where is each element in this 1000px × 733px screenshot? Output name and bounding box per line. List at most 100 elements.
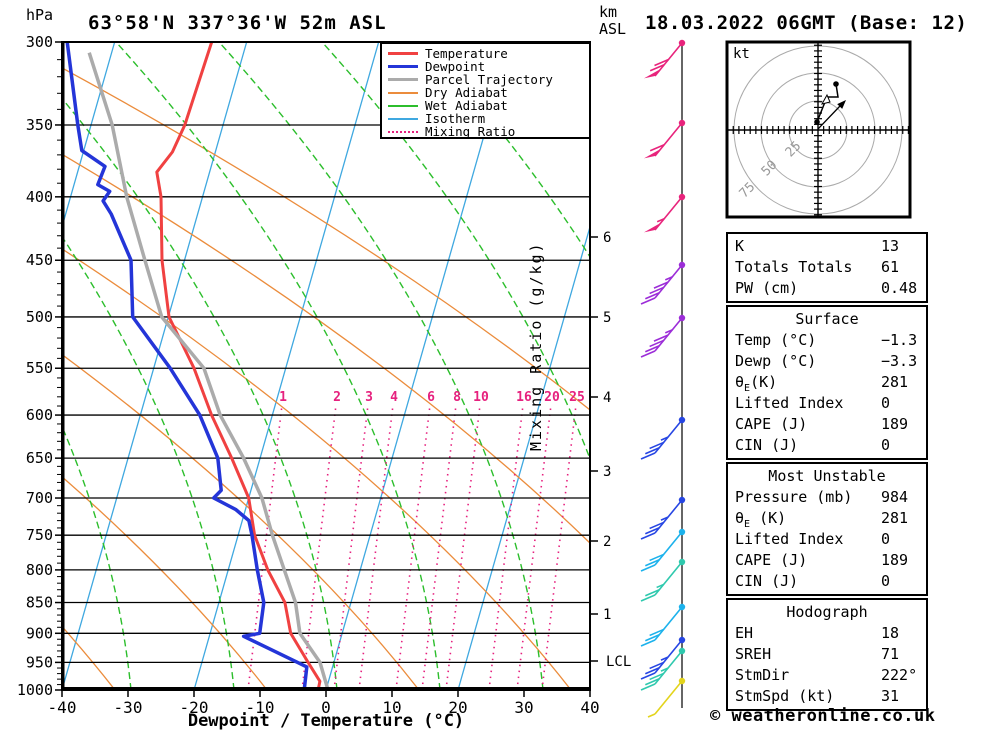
table-row-value: 189 xyxy=(881,415,909,433)
table-row-value: 31 xyxy=(881,687,900,705)
table-row-label: θE (K) xyxy=(735,509,787,530)
table-row-value: 281 xyxy=(881,509,909,527)
mixing-ratio-label: 6 xyxy=(427,390,435,405)
table-row: EH 18 xyxy=(735,623,926,644)
table-row-label: θE(K) xyxy=(735,373,778,394)
legend-item: Wet Adiabat xyxy=(388,99,589,112)
table-row-label: Totals Totals xyxy=(735,258,853,276)
pressure-tick-label: 400 xyxy=(26,188,53,206)
table-row: StmDir 222° xyxy=(735,665,926,686)
pressure-tick-label: 600 xyxy=(26,406,53,424)
legend-label: Mixing Ratio xyxy=(425,124,516,139)
legend-item: Dewpoint xyxy=(388,60,589,73)
table-row-value: 222° xyxy=(881,666,918,684)
table-row-value: 0.48 xyxy=(881,279,918,297)
table-section-title: Hodograph xyxy=(786,603,868,621)
table-row-value: 0 xyxy=(881,572,891,590)
table-row-value: 18 xyxy=(881,624,900,642)
table-row-label: Temp (°C) xyxy=(735,331,817,349)
wind-barb xyxy=(640,261,686,305)
pressure-tick-label: 500 xyxy=(26,308,53,326)
temperature-tick-label: 0 xyxy=(321,698,331,717)
wind-barb xyxy=(647,677,686,718)
mixing-ratio-label: 16 xyxy=(516,390,532,405)
indices-tables: K 13 Totals Totals 61 PW (cm) 0.48 Surface Temp… xyxy=(726,232,928,713)
table-row-label: StmDir xyxy=(735,666,790,684)
pressure-axis: 300 350 400 450 500 550 600 650 700 750 800 850 900 9… xyxy=(17,33,62,699)
indices-table-section: K 13 Totals Totals 61 PW (cm) 0.48 xyxy=(726,232,928,303)
table-row-label: Lifted Index xyxy=(735,394,844,412)
legend-line-sample xyxy=(388,65,418,68)
table-row-value: 984 xyxy=(881,488,909,506)
pressure-tick-label: 700 xyxy=(26,489,53,507)
wet-adiabat-lines xyxy=(62,42,590,690)
wind-barb xyxy=(640,603,686,647)
pressure-tick-label: 550 xyxy=(26,359,53,377)
plot-frame xyxy=(61,41,591,691)
lcl-label: LCL xyxy=(606,654,631,670)
wind-barb xyxy=(643,193,686,233)
wind-barb xyxy=(640,647,686,691)
table-row-label: Pressure (mb) xyxy=(735,488,853,506)
pressure-tick-label: 650 xyxy=(26,449,53,467)
table-row: StmSpd (kt) 31 xyxy=(735,686,926,707)
pressure-tick-label: 800 xyxy=(26,561,53,579)
temperature-tick-label: -20 xyxy=(180,698,209,717)
wind-barb xyxy=(640,558,686,602)
mixing-ratio-label: 2 xyxy=(333,390,341,405)
pressure-axis-unit: hPa xyxy=(26,6,54,24)
table-row: Lifted Index 0 xyxy=(735,393,926,414)
legend-line-sample xyxy=(388,117,418,120)
wind-barb xyxy=(640,416,686,460)
table-row: Temp (°C) −1.3 xyxy=(735,330,926,351)
height-axis-unit: km ASL xyxy=(599,4,626,38)
storm-motion-arrow xyxy=(817,105,841,130)
wind-barb xyxy=(640,636,686,680)
legend-label: Dewpoint xyxy=(425,59,486,74)
table-section-title: Surface xyxy=(795,310,859,328)
km-tick-label: 1 xyxy=(603,607,611,623)
legend-item: Parcel Trajectory xyxy=(388,73,589,86)
table-row-label: Lifted Index xyxy=(735,530,844,548)
table-row-label: CAPE (J) xyxy=(735,415,808,433)
legend-item: Isotherm xyxy=(388,112,589,125)
table-row: CIN (J) 0 xyxy=(735,571,926,592)
table-row: θE (K) 281 xyxy=(735,508,926,530)
table-row: Pressure (mb) 984 xyxy=(735,487,926,508)
table-row-value: 0 xyxy=(881,530,891,548)
km-tick-label: 4 xyxy=(603,390,611,406)
table-row-label: K xyxy=(735,237,745,255)
table-row-value: 281 xyxy=(881,373,909,391)
mixing-ratio-label: 4 xyxy=(390,390,398,405)
dry-adiabat-lines xyxy=(62,67,590,690)
indices-table-section: Hodograph EH 18 SREH 71 StmDir 222° StmSpd (kt)… xyxy=(726,598,928,711)
legend-item: Dry Adiabat xyxy=(388,86,589,99)
legend-item: Temperature xyxy=(388,47,589,60)
temperature-axis: -40 -30 -20 -10 0 10 20 30 40 xyxy=(48,690,600,717)
table-row-label: Dewp (°C) xyxy=(735,352,817,370)
temperature-tick-label: -40 xyxy=(48,698,77,717)
wind-barb xyxy=(640,528,686,572)
table-row: CAPE (J) 189 xyxy=(735,550,926,571)
table-row: Totals Totals 61 xyxy=(735,257,926,278)
wind-barb-column xyxy=(640,39,686,718)
temperature-tick-label: 30 xyxy=(514,698,533,717)
copyright-credit: © weatheronline.co.uk xyxy=(710,706,936,726)
pressure-tick-label: 900 xyxy=(26,624,53,642)
hodograph-trace xyxy=(816,83,839,123)
table-row: CAPE (J) 189 xyxy=(735,414,926,435)
legend-line-sample xyxy=(388,91,418,94)
temperature-axis-title: Dewpoint / Temperature (°C) xyxy=(187,711,465,731)
table-row: Lifted Index 0 xyxy=(735,529,926,550)
table-row-label: SREH xyxy=(735,645,772,663)
mixing-ratio-label: 3 xyxy=(365,390,373,405)
table-row-label: EH xyxy=(735,624,754,642)
km-tick-label: 5 xyxy=(603,310,611,326)
background-lines xyxy=(62,42,590,690)
hodograph-unit-label: kt xyxy=(733,46,750,62)
mixing-ratio-label: 8 xyxy=(453,390,461,405)
indices-table-section: Surface Temp (°C) −1.3 Dewp (°C) −3.3 θE(K) 28… xyxy=(726,305,928,460)
table-row-label: PW (cm) xyxy=(735,279,799,297)
isotherm-lines xyxy=(62,42,590,690)
